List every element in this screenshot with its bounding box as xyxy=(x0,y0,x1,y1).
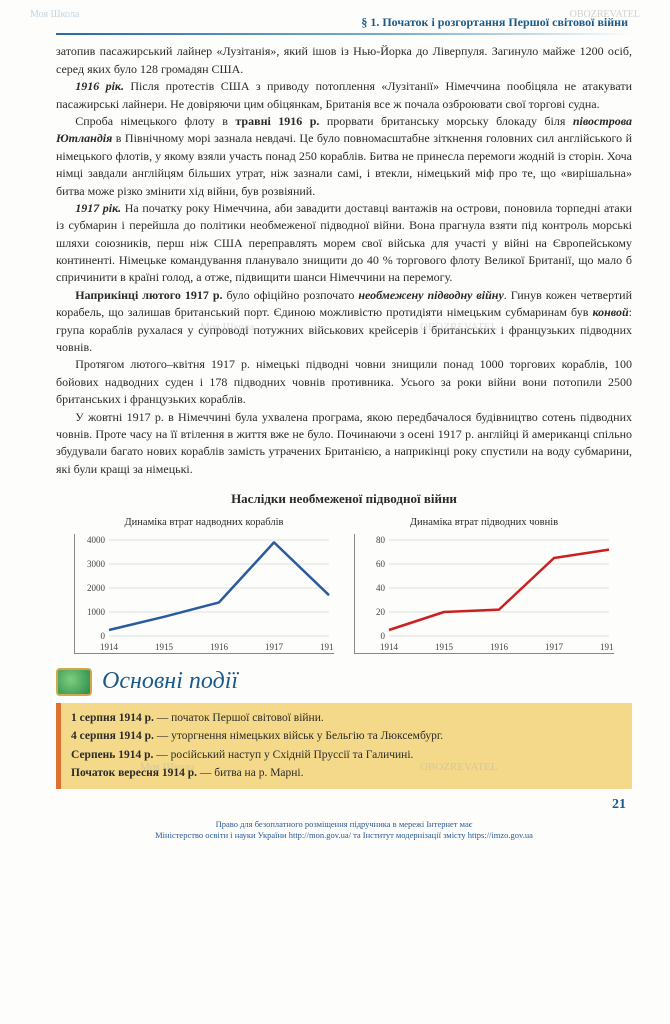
chart-2: Динаміка втрат підводних човнів 0 20 40 60 8… xyxy=(354,515,614,654)
footer-note: Право для безоплатного розміщення підруч… xyxy=(56,819,632,839)
event-row: 4 серпня 1914 р. — уторгнення німецьких … xyxy=(71,728,622,745)
charts-row: Динаміка втрат надводних кораблів 0 1000 2… xyxy=(56,515,632,654)
event-row: Початок вересня 1914 р. — битва на р. Ма… xyxy=(71,765,622,782)
top-watermark-row: Моя Школа OBOZREVATEL xyxy=(0,8,670,23)
year-1916: 1916 рік. xyxy=(75,79,124,93)
chart-1: Динаміка втрат надводних кораблів 0 1000 2… xyxy=(74,515,334,654)
chart-2-title: Динаміка втрат підводних човнів xyxy=(354,515,614,530)
paragraph-7: У жовтні 1917 р. в Німеччині була ухвале… xyxy=(56,409,632,479)
paragraph-4: 1917 рік. На початку року Німеччина, аби… xyxy=(56,200,632,287)
paragraph-1: затопив пасажирський лайнер «Лузітанія»,… xyxy=(56,43,632,78)
svg-text:1914: 1914 xyxy=(100,642,119,652)
svg-text:0: 0 xyxy=(101,631,106,641)
book-icon xyxy=(56,668,92,696)
svg-text:4000: 4000 xyxy=(87,535,106,545)
svg-text:1915: 1915 xyxy=(435,642,454,652)
svg-text:40: 40 xyxy=(376,583,386,593)
term-unlimited-sub-war: необмежену підводну війну xyxy=(358,288,503,302)
event-row: Серпень 1914 р. — російський наступ у Сх… xyxy=(71,747,622,764)
svg-text:1917: 1917 xyxy=(545,642,564,652)
term-convoy: конвой xyxy=(592,305,628,319)
date-feb-1917: Наприкінці лютого 1917 р. xyxy=(75,288,222,302)
svg-text:2000: 2000 xyxy=(87,583,106,593)
svg-text:80: 80 xyxy=(376,535,386,545)
events-title: Основні події xyxy=(102,664,238,699)
page-number: 21 xyxy=(56,795,632,815)
svg-text:20: 20 xyxy=(376,607,386,617)
events-header: Основні події xyxy=(56,664,632,699)
svg-text:60: 60 xyxy=(376,559,386,569)
date-may-1916: травні 1916 р. xyxy=(235,114,319,128)
chart-1-svg: 0 1000 2000 3000 4000 1914 1915 1916 1917 1918 xyxy=(74,534,334,654)
paragraph-2: 1916 рік. Після протестів США з приводу … xyxy=(56,78,632,113)
svg-text:1918: 1918 xyxy=(600,642,614,652)
svg-text:1916: 1916 xyxy=(210,642,229,652)
watermark-left: Моя Школа xyxy=(30,8,79,23)
chart-1-title: Динаміка втрат надводних кораблів xyxy=(74,515,334,530)
paragraph-6: Протягом лютого–квітня 1917 р. німецькі … xyxy=(56,356,632,408)
paragraph-3: Спроба німецького флоту в травні 1916 р.… xyxy=(56,113,632,200)
svg-text:0: 0 xyxy=(381,631,386,641)
header-divider xyxy=(56,33,632,35)
svg-text:3000: 3000 xyxy=(87,559,106,569)
svg-text:1000: 1000 xyxy=(87,607,106,617)
charts-title: Наслідки необмеженої підводної війни xyxy=(56,490,632,509)
watermark-right: OBOZREVATEL xyxy=(570,8,640,23)
events-box: 1 серпня 1914 р. — початок Першої світов… xyxy=(56,703,632,789)
svg-text:1918: 1918 xyxy=(320,642,334,652)
paragraph-5: Наприкінці лютого 1917 р. було офіційно … xyxy=(56,287,632,357)
svg-text:1916: 1916 xyxy=(490,642,509,652)
year-1917: 1917 рік. xyxy=(75,201,121,215)
svg-text:1917: 1917 xyxy=(265,642,284,652)
event-row: 1 серпня 1914 р. — початок Першої світов… xyxy=(71,710,622,727)
chart-2-svg: 0 20 40 60 80 1914 1915 1916 1917 1918 xyxy=(354,534,614,654)
svg-text:1914: 1914 xyxy=(380,642,399,652)
svg-text:1915: 1915 xyxy=(155,642,174,652)
